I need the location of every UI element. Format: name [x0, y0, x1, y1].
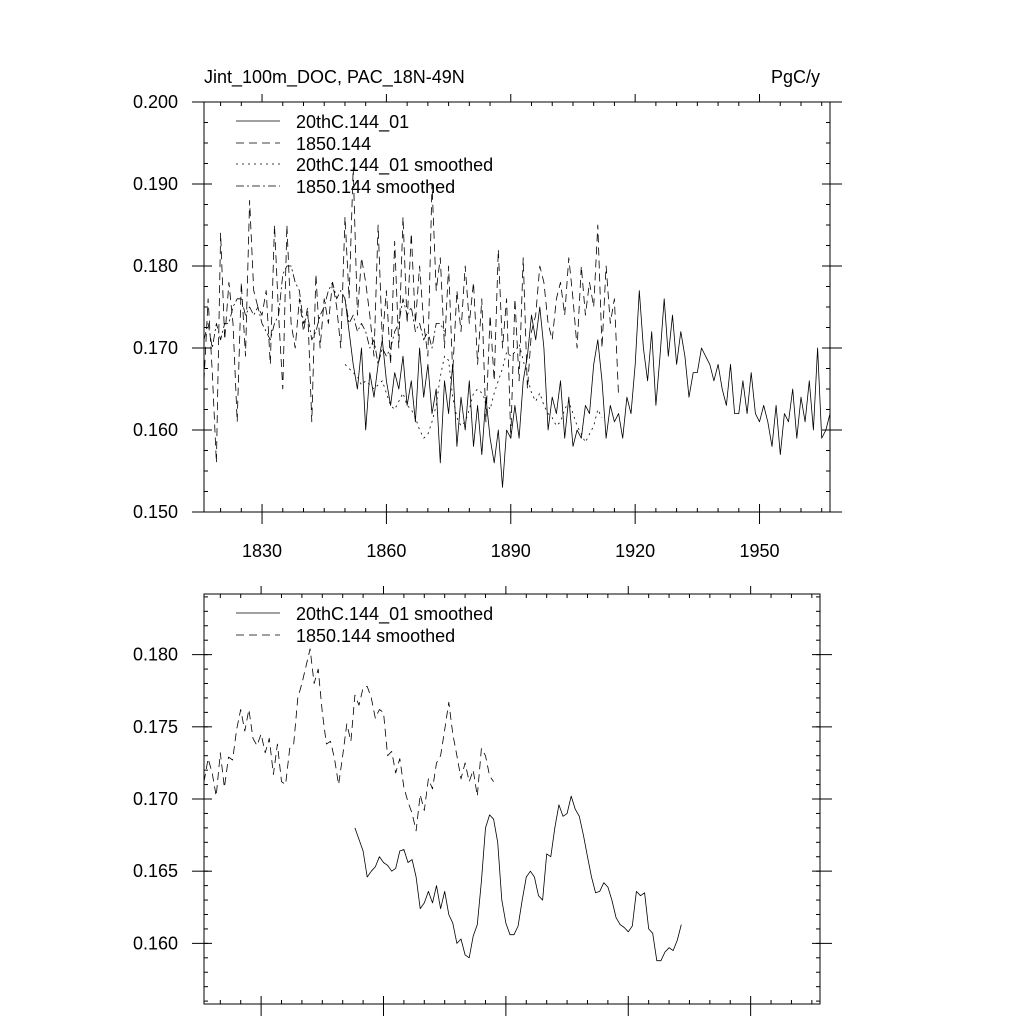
top-axes: 1830 1860 1890 1920 1950 0.150 0.160 0.170 0.180… — [133, 92, 842, 561]
series-line — [203, 265, 445, 365]
bottom-plot-frame — [203, 593, 821, 1005]
y-tick-label: 0.165 — [133, 861, 178, 881]
x-tick-label: 1890 — [491, 541, 531, 561]
y-tick-label: 0.170 — [133, 338, 178, 358]
units-label: PgC/y — [771, 67, 820, 87]
top-series-group — [203, 167, 831, 488]
legend-label: 20thC.144_01 — [296, 112, 409, 133]
legend-label: 1850.144 smoothed — [296, 177, 455, 197]
y-tick-label: 0.160 — [133, 420, 178, 440]
x-tick-label: 1950 — [739, 541, 779, 561]
y-tick-label: 0.170 — [133, 789, 178, 809]
top-legend: 20thC.144_01 1850.144 20thC.144_01 smoot… — [236, 112, 493, 197]
legend-label: 20thC.144_01 smoothed — [296, 155, 493, 176]
y-tick-label: 0.150 — [133, 502, 178, 522]
top-panel: Jint_100m_DOC, PAC_18N-49N PgC/y 1830 186… — [133, 67, 842, 561]
series-line — [203, 648, 494, 832]
legend-label: 1850.144 — [296, 134, 371, 154]
y-tick-label: 0.180 — [133, 256, 178, 276]
bottom-legend: 20thC.144_01 smoothed 1850.144 smoothed — [236, 604, 493, 646]
y-tick-label: 0.180 — [133, 645, 178, 665]
legend-label: 1850.144 smoothed — [296, 626, 455, 646]
series-line — [354, 795, 682, 962]
bottom-panel: 0.160 0.165 0.170 0.175 0.180 20thC.144_01 s… — [133, 586, 832, 1016]
y-tick-label: 0.200 — [133, 92, 178, 112]
chart-title: Jint_100m_DOC, PAC_18N-49N — [204, 67, 465, 88]
y-tick-label: 0.160 — [133, 933, 178, 953]
y-tick-label: 0.190 — [133, 174, 178, 194]
legend-label: 20thC.144_01 smoothed — [296, 604, 493, 625]
series-line — [203, 167, 619, 464]
x-tick-label: 1830 — [242, 541, 282, 561]
x-tick-label: 1860 — [366, 541, 406, 561]
y-tick-label: 0.175 — [133, 717, 178, 737]
series-line — [344, 290, 831, 488]
x-tick-label: 1920 — [615, 541, 655, 561]
bottom-series-group — [203, 648, 682, 962]
series-line — [344, 343, 603, 443]
bottom-axes: 0.160 0.165 0.170 0.175 0.180 — [133, 586, 832, 1016]
